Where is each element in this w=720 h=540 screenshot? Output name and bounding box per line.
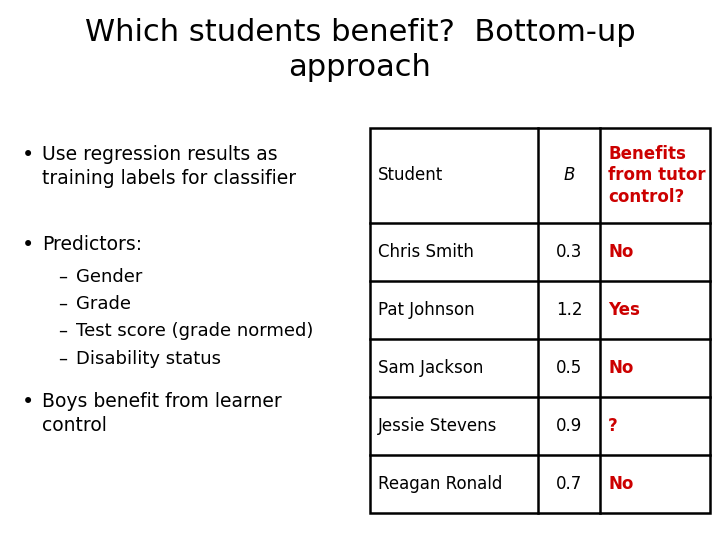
- Text: Test score (grade normed): Test score (grade normed): [76, 322, 313, 340]
- Text: No: No: [608, 475, 634, 493]
- Text: ?: ?: [608, 417, 618, 435]
- Text: Boys benefit from learner
control: Boys benefit from learner control: [42, 392, 282, 435]
- Text: Use regression results as
training labels for classifier: Use regression results as training label…: [42, 145, 296, 188]
- Text: 0.7: 0.7: [556, 475, 582, 493]
- Text: Pat Johnson: Pat Johnson: [378, 301, 474, 319]
- Text: Disability status: Disability status: [76, 350, 221, 368]
- Text: 1.2: 1.2: [556, 301, 582, 319]
- Text: B: B: [563, 166, 575, 185]
- Text: –: –: [58, 322, 67, 340]
- Text: Sam Jackson: Sam Jackson: [378, 359, 483, 377]
- Text: No: No: [608, 359, 634, 377]
- Text: Reagan Ronald: Reagan Ronald: [378, 475, 503, 493]
- Text: Grade: Grade: [76, 295, 131, 313]
- Text: •: •: [22, 145, 35, 165]
- Text: –: –: [58, 350, 67, 368]
- Text: 0.3: 0.3: [556, 243, 582, 261]
- Text: Which students benefit?  Bottom-up
approach: Which students benefit? Bottom-up approa…: [85, 18, 635, 82]
- Text: Student: Student: [378, 166, 444, 185]
- Text: •: •: [22, 392, 35, 412]
- Bar: [370, 128, 710, 513]
- Text: Chris Smith: Chris Smith: [378, 243, 474, 261]
- Text: Yes: Yes: [608, 301, 640, 319]
- Text: Benefits
from tutor
control?: Benefits from tutor control?: [608, 145, 706, 206]
- Text: Gender: Gender: [76, 268, 143, 286]
- Text: Predictors:: Predictors:: [42, 235, 142, 254]
- Text: 0.9: 0.9: [556, 417, 582, 435]
- Text: –: –: [58, 295, 67, 313]
- Text: No: No: [608, 243, 634, 261]
- Text: –: –: [58, 268, 67, 286]
- Text: Jessie Stevens: Jessie Stevens: [378, 417, 498, 435]
- Text: 0.5: 0.5: [556, 359, 582, 377]
- Text: •: •: [22, 235, 35, 255]
